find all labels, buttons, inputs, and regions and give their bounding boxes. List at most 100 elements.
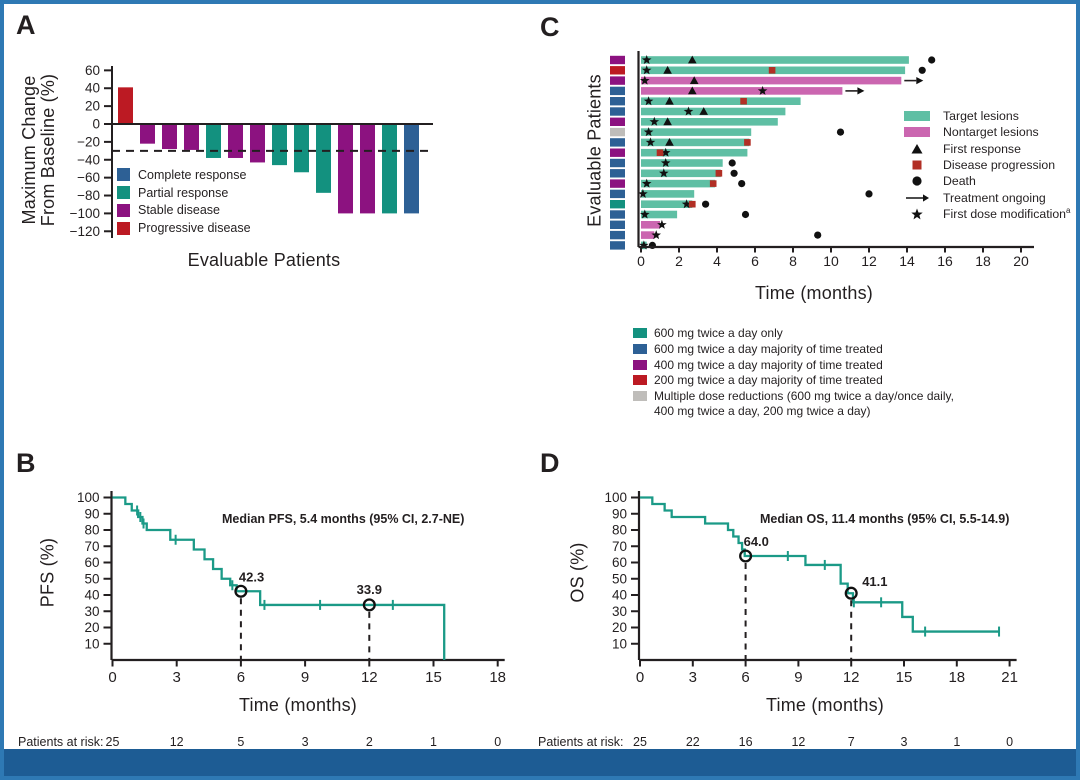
swimmer-x-tick-label: 0 — [637, 253, 645, 269]
pfs-y-tick-label: 50 — [84, 571, 99, 586]
first-dose-modification-marker — [640, 209, 650, 219]
first-dose-modification-marker — [645, 137, 656, 147]
dose-square — [610, 158, 625, 168]
pfs-x-tick-label: 18 — [489, 669, 506, 686]
pfs-y-tick-label: 30 — [84, 604, 99, 619]
swimmer-legend-label: Death — [943, 174, 976, 189]
os-at-risk-value: 16 — [739, 735, 753, 749]
pfs-at-risk-value: 2 — [366, 735, 373, 749]
os-x-tick-label: 0 — [636, 669, 644, 686]
first-dose-modification-marker — [660, 147, 671, 157]
waterfall-bar — [382, 124, 397, 214]
dose-legend-label: 600 mg twice a day majority of time trea… — [654, 341, 883, 356]
swimmer-legend-label: Target lesions — [943, 109, 1019, 124]
triangle-icon — [911, 143, 923, 154]
dose-legend-label: 400 mg twice a day majority of time trea… — [654, 357, 883, 372]
os-y-tick-label: 90 — [612, 506, 627, 521]
waterfall-y-tick-label: −80 — [77, 188, 100, 203]
swimmer-x-tick-label: 6 — [751, 253, 759, 269]
star-icon — [911, 208, 923, 220]
death-marker — [730, 169, 738, 177]
first-dose-modification-marker — [757, 85, 768, 95]
first-dose-modification-marker — [641, 65, 652, 75]
dose-square — [610, 86, 625, 96]
swimmer-bar-nontarget — [641, 231, 655, 239]
swimmer-legend-item: Treatment ongoing — [903, 189, 1070, 205]
swimmer-legend-label: Treatment ongoing — [943, 190, 1046, 205]
pfs-median-value-label: 33.9 — [357, 582, 382, 597]
dose-square — [610, 107, 625, 116]
legend-swatch — [117, 168, 130, 182]
swimmer-bar-nontarget — [641, 87, 843, 95]
swimmer-bar-target — [641, 179, 716, 188]
waterfall-y-tick-label: −20 — [77, 134, 100, 149]
panel-d-label: D — [540, 448, 560, 478]
os-median-value-label: 41.1 — [862, 574, 887, 589]
swimmer-bar-target — [641, 159, 723, 167]
swimmer-bar-target — [641, 169, 721, 178]
dose-legend-item: Multiple dose reductions (600 mg twice a… — [633, 389, 954, 419]
first-response-marker — [688, 86, 697, 95]
bottom-accent-bar — [0, 749, 1080, 780]
waterfall-y-tick-label: 0 — [92, 117, 100, 132]
death-marker — [928, 56, 936, 64]
pfs-y-tick-label: 20 — [84, 620, 99, 635]
os-median-annotation: Median OS, 11.4 months (95% CI, 5.5-14.9… — [760, 512, 1010, 526]
dose-square — [610, 169, 625, 178]
dose-square — [610, 230, 625, 240]
os-x-tick-label: 6 — [741, 669, 749, 686]
dose-square — [610, 189, 625, 199]
panel-c-ylabel: Evaluable Patients — [584, 74, 605, 227]
disease-progression-marker — [768, 67, 776, 74]
first-response-marker — [689, 76, 699, 84]
dose-square — [610, 55, 625, 65]
first-dose-modification-marker — [659, 168, 669, 178]
first-response-marker — [663, 65, 672, 74]
os-x-tick-label: 9 — [794, 669, 802, 686]
os-median-circle — [844, 586, 858, 600]
panel-d-ylabel: OS (%) — [567, 542, 588, 603]
waterfall-bar — [338, 124, 353, 214]
os-at-risk-value: 22 — [686, 735, 700, 749]
waterfall-bar — [206, 124, 221, 158]
waterfall-y-tick-label: 60 — [85, 63, 100, 78]
dose-legend-swatch — [633, 359, 647, 370]
dose-square — [610, 66, 625, 75]
dose-square — [610, 138, 625, 147]
pfs-x-tick-label: 3 — [173, 669, 181, 686]
first-dose-modification-marker — [681, 199, 692, 209]
waterfall-bar — [316, 124, 331, 193]
swimmer-legend-label: Disease progression — [943, 158, 1056, 173]
pfs-x-tick-label: 15 — [425, 669, 442, 686]
swimmer-bar-target — [641, 107, 786, 116]
first-response-marker — [665, 96, 674, 105]
swimmer-bar-target — [641, 200, 693, 208]
swimmer-x-tick-label: 12 — [861, 253, 877, 269]
panel-b-ylabel: PFS (%) — [37, 537, 58, 608]
dose-legend: 600 mg twice a day only 600 mg twice a da… — [633, 326, 954, 419]
swimmer-x-tick-label: 14 — [899, 253, 915, 269]
legend-item-label: Partial response — [138, 185, 229, 200]
first-response-marker — [699, 107, 708, 115]
swimmer-legend-item: Target lesions — [903, 108, 1070, 124]
swimmer-bar-target — [641, 190, 695, 198]
os-y-tick-label: 20 — [612, 620, 627, 635]
legend-swatch — [117, 186, 130, 200]
os-at-risk-value: 7 — [848, 735, 855, 749]
death-marker — [836, 128, 845, 136]
death-marker — [814, 231, 822, 239]
pfs-y-tick-label: 90 — [84, 506, 99, 521]
dose-legend-label: Multiple dose reductions (600 mg twice a… — [654, 389, 954, 419]
swatch-target-icon — [904, 111, 930, 122]
waterfall-bar — [118, 87, 133, 124]
swimmer-legend-item: Disease progression — [903, 157, 1070, 173]
legend-swatch — [117, 203, 130, 217]
dose-legend-item: 600 mg twice a day majority of time trea… — [633, 342, 954, 358]
square-icon — [912, 160, 922, 170]
os-at-risk-value: 0 — [1006, 735, 1013, 749]
legend-item-label: Stable disease — [138, 203, 221, 218]
panel-a-ylabel-line2: From Baseline (%) — [38, 73, 58, 227]
dose-legend-item: 200 mg twice a day majority of time trea… — [633, 373, 954, 389]
pfs-at-risk-value: 12 — [170, 735, 184, 749]
